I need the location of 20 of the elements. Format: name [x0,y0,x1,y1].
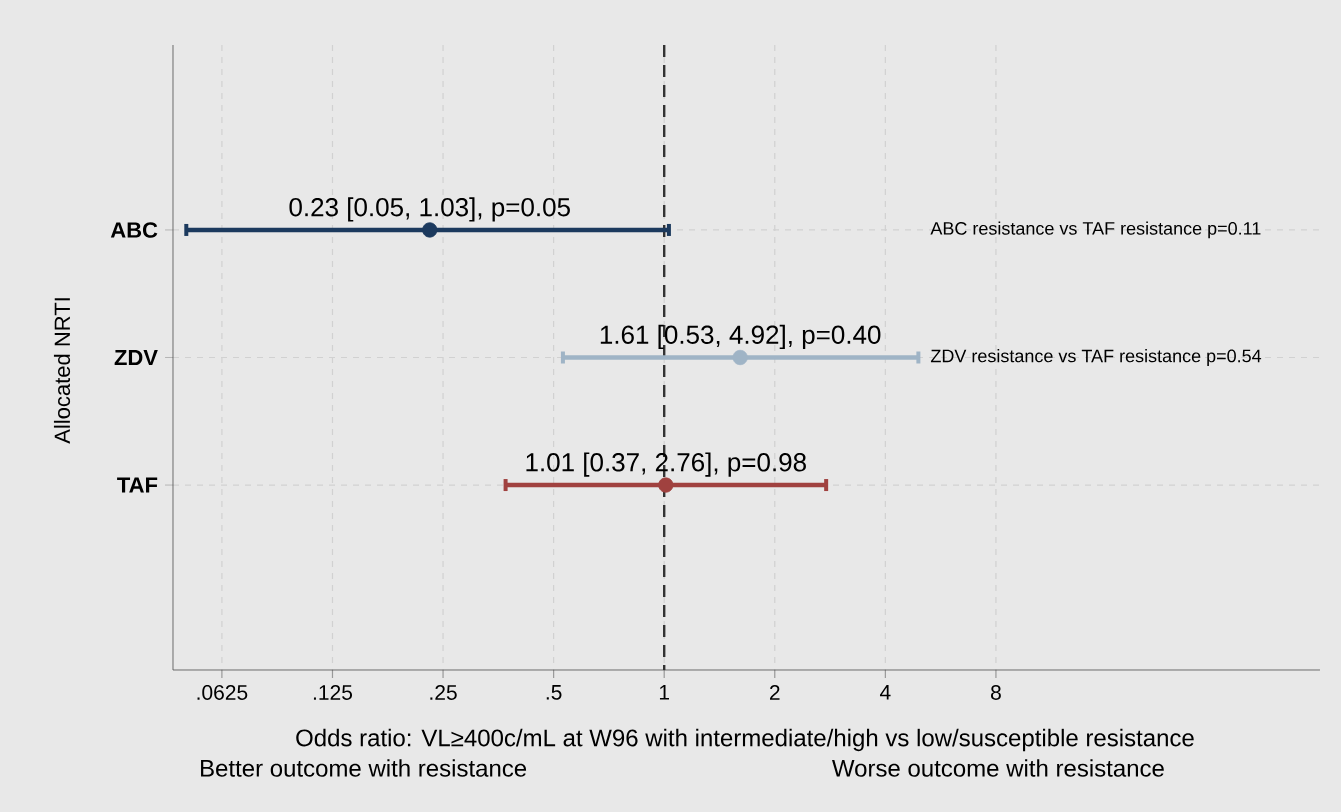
text: Better outcome with resistance [201,759,527,777]
x-tick-label: .125 [313,685,353,700]
data-label: 1.01 [0.37, 2.76], p=0.98 [526,452,806,477]
x-tick-label: .5 [546,685,562,700]
y-axis-title: Allocated NRTI [53,298,71,444]
x-tick-label: 2 [770,685,780,700]
annotation: ABC resistance vs TAF resistance p=0.11 [930,221,1261,239]
annotation: ZDV resistance vs TAF resistance p=0.54 [930,349,1262,366]
y-tick-label: ABC [110,222,158,238]
x-axis-title: Odds ratio: VL≥400c/mL at W96 with intermediate/high vs low/susceptible resistance [296,728,1194,752]
x-tick-label: 4 [879,685,891,700]
text: Worse outcome with resistance [832,759,1164,777]
x-tick-label: 8 [991,685,1001,700]
y-tick-label: TAF [117,477,158,493]
x-tick-label: .0625 [197,685,248,700]
y-tick-label: ZDV [114,349,158,366]
data-label: 0.23 [0.05, 1.03], p=0.05 [289,197,570,222]
x-tick-label: 1 [659,685,669,700]
x-tick-label: .25 [430,685,457,700]
data-label: 1.61 [0.53, 4.92], p=0.40 [600,324,881,350]
